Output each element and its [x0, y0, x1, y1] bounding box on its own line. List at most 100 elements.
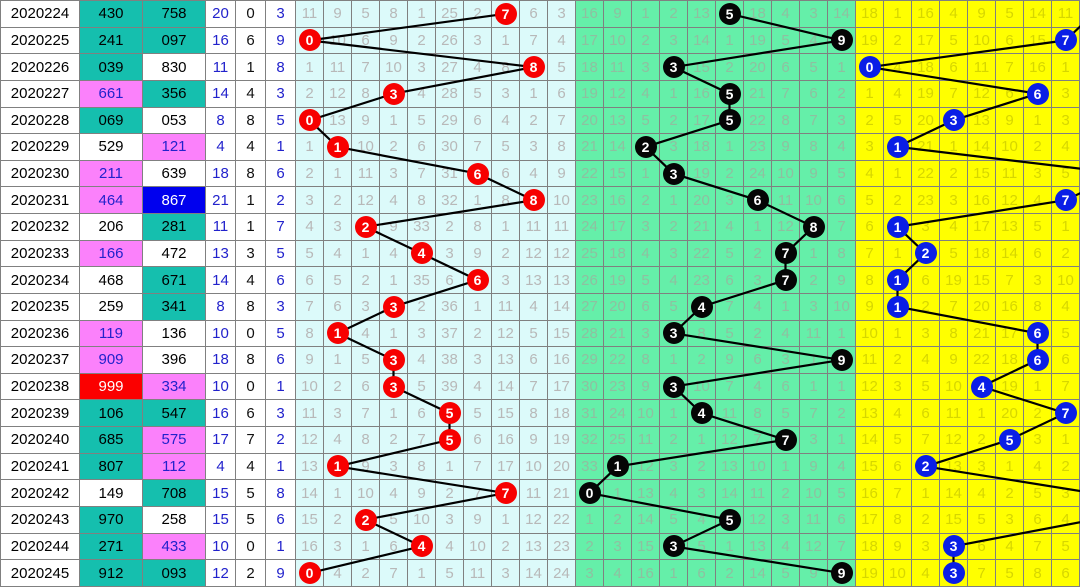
tens-miss-cell: 7 — [715, 372, 744, 401]
tens-miss-cell: 20 — [687, 186, 716, 214]
draw-number-a: 271 — [79, 532, 143, 561]
hundreds-miss-cell: 14 — [547, 292, 576, 321]
units-miss-cell: 1 — [883, 319, 912, 348]
units-miss-cell: 11 — [883, 292, 912, 321]
units-miss-cell: 10 — [1051, 266, 1080, 294]
tens-miss-cell: 5 — [715, 239, 744, 268]
hundreds-miss-cell: 8 — [351, 79, 380, 108]
units-miss-cell: 1 — [1051, 213, 1080, 241]
units-miss-cell: 22 — [967, 346, 996, 374]
hit-ball-marker: 3 — [942, 562, 965, 585]
hundreds-miss-cell: 6 — [351, 372, 380, 401]
hundreds-miss-cell: 37 — [435, 319, 464, 348]
hit-ball-marker: 3 — [382, 375, 405, 398]
hit-ball-marker: 1 — [886, 215, 909, 238]
table-row: 2020238999334100110263353941471730239331… — [0, 372, 1080, 401]
tens-miss-cell: 66 — [743, 186, 772, 214]
units-miss-cell: 3 — [1051, 106, 1080, 135]
hundreds-miss-cell: 8 — [547, 133, 576, 161]
tens-miss-cell: 22 — [743, 106, 772, 135]
tens-miss-cell: 10 — [687, 372, 716, 401]
table-row: 2020234468671144665213561063131326195423… — [0, 266, 1080, 294]
stat-span: 4 — [235, 133, 266, 161]
stat-span: 1 — [235, 213, 266, 241]
tens-miss-cell: 3 — [631, 213, 660, 241]
units-miss-cell: 22 — [911, 159, 940, 188]
tens-miss-cell: 11 — [631, 426, 660, 454]
tens-miss-cell: 14 — [687, 26, 716, 55]
units-miss-cell: 26 — [1023, 79, 1052, 108]
units-miss-cell: 11 — [1051, 0, 1080, 28]
stat-tail: 1 — [265, 452, 296, 481]
tens-miss-cell: 99 — [827, 346, 856, 374]
hundreds-miss-cell: 8 — [379, 0, 408, 28]
units-miss-cell: 9 — [883, 532, 912, 561]
units-miss-cell: 4 — [883, 79, 912, 108]
units-miss-cell: 11 — [939, 399, 968, 427]
hundreds-miss-cell: 9 — [351, 106, 380, 135]
units-miss-cell: 10 — [967, 26, 996, 55]
tens-miss-cell: 24 — [575, 213, 604, 241]
hit-ball-marker: 7 — [494, 2, 517, 25]
tens-miss-cell: 8 — [631, 346, 660, 374]
units-miss-cell: 17 — [911, 26, 940, 55]
tens-miss-cell: 7 — [827, 213, 856, 241]
hundreds-miss-cell: 5 — [491, 133, 520, 161]
hit-ball-marker: 6 — [1026, 82, 1049, 105]
hundreds-miss-cell: 6 — [295, 266, 324, 294]
tens-miss-cell: 11 — [603, 452, 632, 481]
tens-miss-cell: 4 — [631, 79, 660, 108]
hit-ball-marker: 7 — [1054, 402, 1077, 425]
units-miss-cell: 14 — [939, 479, 968, 507]
stat-sum: 15 — [205, 479, 236, 507]
tens-miss-cell: 7 — [799, 106, 828, 135]
tens-miss-cell: 33 — [659, 159, 688, 188]
tens-miss-cell: 12 — [743, 505, 772, 534]
hit-ball-marker: 0 — [578, 482, 601, 505]
tens-miss-cell: 7 — [771, 79, 800, 108]
units-miss-cell: 16 — [995, 292, 1024, 321]
table-row: 2020236119136100581141337212515282131385… — [0, 319, 1080, 348]
hit-ball-marker: 0 — [298, 562, 321, 585]
tens-miss-cell: 7 — [799, 399, 828, 427]
tens-miss-cell: 11 — [743, 479, 772, 507]
draw-number-a: 069 — [79, 106, 143, 135]
table-row: 2020233166472133554143443921212251843225… — [0, 239, 1080, 268]
hundreds-miss-cell: 11 — [351, 159, 380, 188]
stat-span: 5 — [235, 505, 266, 534]
hundreds-miss-cell: 10 — [323, 26, 352, 55]
hundreds-miss-cell: 2 — [379, 133, 408, 161]
stat-span: 0 — [235, 532, 266, 561]
tens-miss-cell: 18 — [575, 53, 604, 81]
tens-miss-cell: 13 — [631, 479, 660, 507]
tens-miss-cell: 3 — [799, 0, 828, 28]
tens-miss-cell: 22 — [575, 159, 604, 188]
hundreds-miss-cell: 12 — [547, 239, 576, 268]
issue-number: 2020227 — [0, 79, 80, 108]
tens-miss-cell: 4 — [715, 213, 744, 241]
hundreds-miss-cell: 1 — [407, 559, 436, 587]
tens-miss-cell: 9 — [799, 159, 828, 188]
hundreds-miss-cell: 22 — [351, 213, 380, 241]
tens-miss-cell: 1 — [827, 319, 856, 348]
tens-miss-cell: 3 — [715, 186, 744, 214]
tens-miss-cell: 10 — [743, 452, 772, 481]
tens-miss-cell: 99 — [827, 559, 856, 587]
hundreds-miss-cell: 33 — [379, 372, 408, 401]
tens-miss-cell: 17 — [603, 213, 632, 241]
hundreds-miss-cell: 8 — [407, 452, 436, 481]
tens-miss-cell: 11 — [771, 186, 800, 214]
units-miss-cell: 2 — [911, 292, 940, 321]
hundreds-miss-cell: 2 — [463, 319, 492, 348]
hundreds-miss-cell: 55 — [435, 399, 464, 427]
tens-miss-cell: 12 — [715, 426, 744, 454]
hundreds-miss-cell: 12 — [519, 505, 548, 534]
tens-miss-cell: 30 — [575, 372, 604, 401]
tens-miss-cell: 8 — [799, 133, 828, 161]
units-miss-cell: 2 — [883, 26, 912, 55]
stat-tail: 2 — [265, 426, 296, 454]
tens-miss-cell: 20 — [603, 292, 632, 321]
tens-miss-cell: 88 — [799, 213, 828, 241]
stat-span: 1 — [235, 186, 266, 214]
hundreds-miss-cell: 1 — [407, 0, 436, 28]
